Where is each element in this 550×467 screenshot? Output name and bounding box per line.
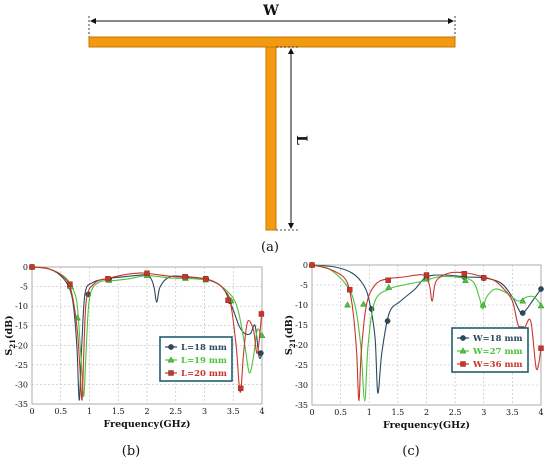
x-tick-label: 0	[309, 408, 314, 417]
data-point	[344, 301, 351, 308]
data-point	[258, 311, 265, 317]
y-tick-label: 0	[23, 263, 28, 272]
legend-swatch-marker	[168, 370, 174, 376]
series-line	[31, 266, 263, 401]
x-axis-label: Frequency(GHz)	[383, 420, 470, 431]
x-tick-label: 4	[538, 408, 543, 417]
legend: L=18 mm L=19 mm L=20 mm	[159, 336, 233, 382]
data-point	[462, 276, 469, 283]
x-tick-label: 0.5	[54, 407, 67, 416]
data-point	[182, 274, 188, 280]
chart-panel-b: 0 0.5 1 1.5 2 2.5 3 3.5 4 0 -5 -10 -15 -20 -25 -30 -35 Fr…	[4, 263, 266, 430]
data-point	[519, 310, 526, 316]
data-point	[461, 271, 467, 277]
data-point	[144, 270, 150, 276]
legend-swatch-marker	[460, 361, 466, 367]
y-axis-label: S21(dB)	[4, 315, 17, 355]
y-tick-label: -25	[15, 361, 28, 370]
y-tick-label: -15	[15, 322, 28, 331]
x-tick-label: 2	[424, 408, 429, 417]
data-point	[202, 276, 209, 282]
legend-entry: W=27 mm	[472, 347, 522, 357]
y-tick-label: -20	[15, 341, 28, 350]
legend-swatch-marker	[167, 356, 175, 363]
legend-entry: W=36 mm	[472, 360, 522, 370]
data-point	[519, 297, 527, 304]
data-point	[479, 301, 487, 308]
series-line	[311, 264, 542, 402]
x-tick-label: 1	[367, 408, 372, 417]
data-point	[238, 385, 244, 392]
legend-entry: L=18 mm	[181, 343, 227, 353]
data-point	[258, 350, 264, 356]
x-tick-label: 3.5	[227, 407, 240, 416]
x-tick-label: 3	[481, 408, 486, 417]
dim-l-label: L	[293, 135, 309, 145]
data-point	[538, 286, 544, 292]
series-line	[31, 266, 263, 397]
data-point	[538, 345, 544, 351]
data-point	[105, 276, 111, 282]
y-tick-label: -35	[15, 400, 28, 409]
x-tick-label: 2.5	[169, 407, 182, 416]
x-tick-label: 0	[29, 407, 34, 416]
y-tick-label: -20	[295, 341, 308, 350]
y-tick-label: -25	[295, 361, 308, 370]
stub-horizontal-bar	[88, 36, 456, 48]
series-line	[311, 264, 542, 402]
legend-box	[451, 327, 529, 373]
y-tick-label: -30	[15, 380, 28, 389]
x-tick-label: 1.5	[112, 407, 125, 416]
data-point	[384, 318, 391, 324]
data-point	[385, 283, 393, 290]
data-point	[258, 331, 266, 338]
x-tick-label: 2	[144, 407, 149, 416]
x-tick-label: 3.5	[506, 408, 519, 417]
data-point	[347, 287, 353, 293]
x-tick-label: 1	[87, 407, 92, 416]
data-point	[360, 300, 367, 307]
y-tick-label: -15	[295, 321, 308, 330]
legend-entry: L=19 mm	[181, 356, 227, 366]
x-tick-label: 3	[202, 407, 207, 416]
dim-w-label: W	[262, 3, 279, 19]
y-tick-label: -5	[20, 283, 28, 292]
data-point	[29, 264, 35, 270]
panel-c-label: (c)	[402, 444, 419, 459]
x-tick-label: 2.5	[449, 408, 462, 417]
data-point	[537, 302, 545, 309]
legend-entry: L=20 mm	[181, 369, 227, 379]
legend-swatch-marker	[168, 344, 174, 350]
y-tick-label: -10	[15, 302, 28, 311]
legend-entry: W=18 mm	[472, 334, 522, 344]
x-tick-label: 1.5	[392, 408, 405, 417]
y-tick-label: -35	[295, 401, 308, 410]
x-tick-label: 4	[259, 407, 264, 416]
stub-vertical-bar	[265, 46, 277, 231]
legend-swatch-marker	[460, 335, 466, 341]
y-tick-label: -10	[295, 301, 308, 310]
data-point	[225, 297, 231, 303]
x-tick-label: 0.5	[334, 408, 347, 417]
panel-a-label: (a)	[261, 240, 279, 255]
data-point	[481, 275, 487, 281]
panel-b-label: (b)	[122, 444, 140, 459]
x-axis-label: Frequency(GHz)	[104, 419, 191, 430]
chart-panel-c: 0 0.5 1 1.5 2 2.5 3 3.5 4 0 -5 -10 -15 -20 -25 -30 -35 Fr…	[284, 261, 545, 431]
panel-a-stub-diagram: W L	[88, 3, 456, 231]
legend-swatch-marker	[459, 347, 467, 354]
data-point	[385, 277, 391, 283]
data-point	[309, 262, 315, 268]
y-tick-label: -5	[300, 281, 308, 290]
y-tick-label: -30	[295, 381, 308, 390]
series-line	[311, 264, 542, 394]
y-axis-label: S21(dB)	[284, 315, 297, 355]
data-point	[423, 272, 430, 278]
series-3	[29, 264, 265, 401]
y-tick-label: 0	[303, 261, 308, 270]
legend: W=18 mm W=27 mm W=36 mm	[451, 327, 529, 373]
data-point	[67, 281, 73, 287]
